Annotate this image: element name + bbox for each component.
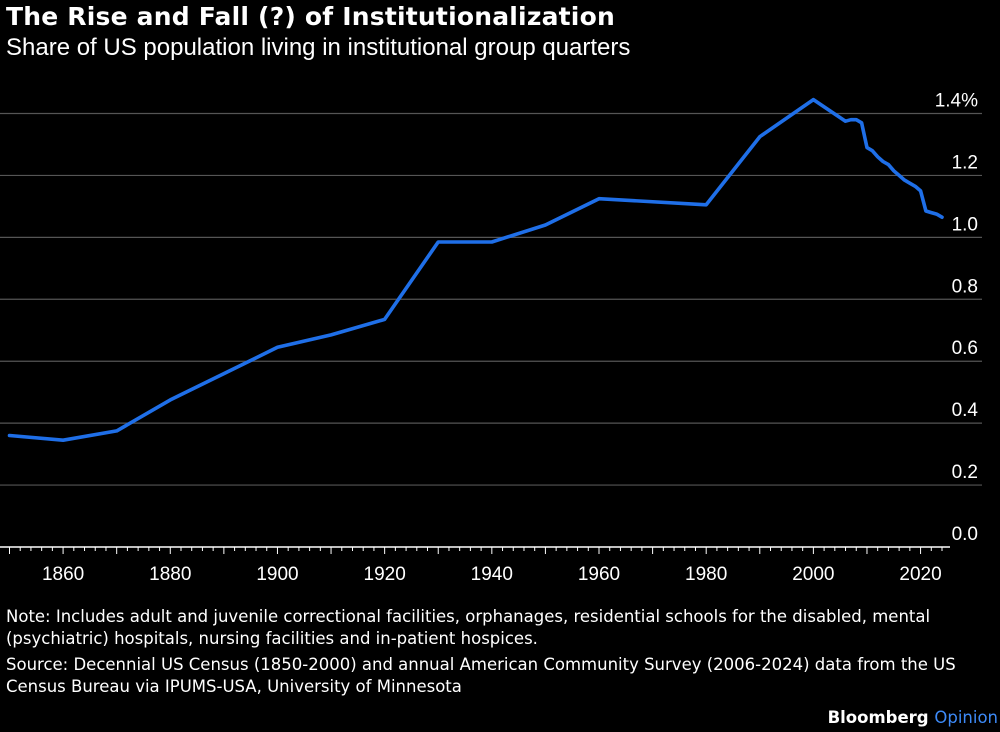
x-tick-label: 1860 xyxy=(42,564,84,585)
y-axis: 0.0 0.2 0.4 0.6 0.8 1.0 1.2 1.4% xyxy=(935,91,979,546)
y-tick-label: 1.4% xyxy=(935,91,978,112)
data-point xyxy=(169,398,172,402)
data-point xyxy=(897,174,901,177)
y-tick-label: 1.2 xyxy=(952,152,978,173)
data-point xyxy=(61,438,65,442)
data-point xyxy=(892,169,895,172)
y-tick-label: 0.0 xyxy=(952,524,978,545)
data-point xyxy=(329,333,333,337)
data-point xyxy=(490,240,494,244)
x-axis xyxy=(0,546,950,554)
data-point xyxy=(437,240,440,244)
x-tick-label: 1880 xyxy=(149,564,191,585)
data-point xyxy=(930,211,933,214)
y-tick-label: 0.8 xyxy=(952,276,978,297)
y-tick-label: 0.4 xyxy=(952,400,979,421)
chart-subtitle: Share of US population living in institu… xyxy=(6,34,631,61)
series-line-0 xyxy=(7,97,944,443)
x-tick-label: 2020 xyxy=(899,564,941,585)
data-point xyxy=(812,98,815,101)
data-point xyxy=(704,203,708,207)
data-point xyxy=(881,160,885,163)
data-point xyxy=(903,178,906,182)
line-chart: 0.0 0.2 0.4 0.6 0.8 1.0 1.2 1.4% 1860 1880 1900 19… xyxy=(0,91,982,585)
y-tick-label: 0.2 xyxy=(952,462,978,483)
y-tick-label: 0.6 xyxy=(952,338,978,359)
data-point xyxy=(865,146,869,149)
x-tick-label: 1960 xyxy=(578,564,620,585)
chart-source: Source: Decennial US Census (1850-2000) … xyxy=(6,655,956,696)
x-tick-label: 1900 xyxy=(256,564,298,585)
data-point xyxy=(844,120,847,123)
x-tick-label: 1940 xyxy=(471,564,513,585)
data-point xyxy=(597,197,601,200)
x-tick-label: 2000 xyxy=(792,564,834,585)
x-tick-labels: 1860 1880 1900 1920 1940 1960 1980 2000 2020 xyxy=(42,564,942,585)
data-point xyxy=(887,163,890,166)
data-point xyxy=(860,121,863,124)
data-point xyxy=(855,118,858,121)
x-tick-label: 1980 xyxy=(685,564,727,585)
data-point xyxy=(276,346,279,349)
data-point xyxy=(876,155,879,159)
data-point xyxy=(919,189,922,193)
data-point xyxy=(115,429,118,433)
series-layer xyxy=(7,97,944,443)
x-tick-label: 1920 xyxy=(364,564,406,585)
data-point xyxy=(914,185,917,188)
data-point xyxy=(935,212,938,216)
data-point xyxy=(383,318,386,321)
chart-title: The Rise and Fall (?) of Institutionaliz… xyxy=(6,2,615,31)
data-point xyxy=(924,209,928,213)
brand-section: Opinion xyxy=(934,708,998,727)
data-point xyxy=(758,135,761,138)
data-point xyxy=(544,223,547,227)
data-point xyxy=(8,434,11,437)
chart-note: Note: Includes adult and juvenile correc… xyxy=(6,607,931,648)
data-point xyxy=(940,216,944,219)
brand-name: Bloomberg xyxy=(827,708,929,727)
data-point xyxy=(871,149,874,152)
y-tick-label: 1.0 xyxy=(952,214,978,235)
data-point xyxy=(222,372,226,375)
brand-logo: Bloomberg Opinion xyxy=(828,708,998,727)
data-point xyxy=(908,181,912,185)
data-point xyxy=(849,118,853,121)
gridlines xyxy=(0,112,982,486)
